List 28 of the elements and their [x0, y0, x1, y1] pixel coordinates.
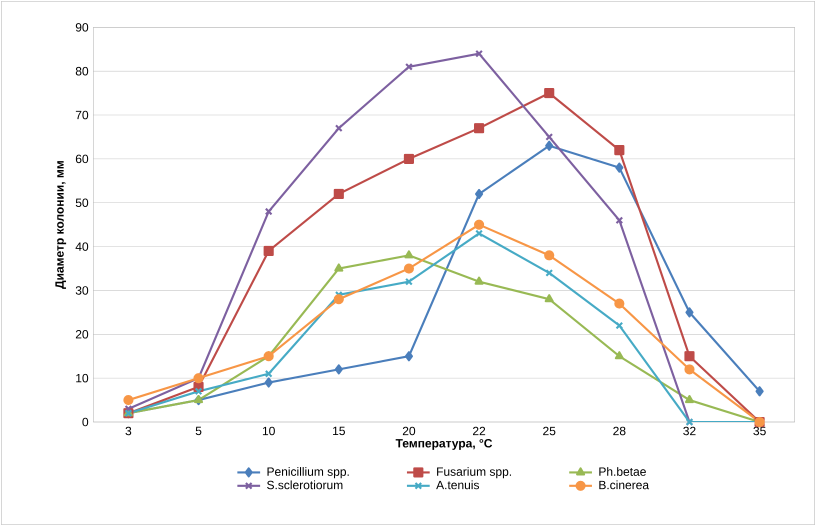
x-tick-label: 32 [683, 426, 696, 436]
x-tick-label: 5 [196, 426, 202, 436]
y-axis-title: Диаметр колонии, мм [55, 161, 66, 289]
legend-label: S.sclerotiorum [267, 480, 342, 490]
x-tick-label: 22 [473, 426, 486, 436]
y-tick-label: 90 [76, 23, 88, 32]
y-tick-label: 30 [76, 286, 88, 295]
y-tick-label: 20 [76, 330, 88, 339]
x-axis-title: Температура, °C [396, 439, 492, 450]
x-tick-label: 20 [402, 426, 416, 436]
legend-label: Ph.betae [599, 467, 646, 476]
y-tick-label: 70 [76, 110, 88, 120]
x-tick-label: 28 [613, 426, 626, 436]
x-tick-label: 3 [126, 426, 132, 436]
y-tick-label: 40 [76, 242, 88, 251]
legend-label: A.tenuis [436, 480, 480, 490]
x-tick-label: 15 [333, 426, 345, 436]
y-tick-label: 60 [76, 154, 88, 164]
legend-label: Fusarium spp. [437, 467, 512, 478]
y-tick-label: 50 [76, 198, 88, 207]
y-tick-label: 0 [82, 418, 88, 426]
legend-label: Penicillium spp. [267, 467, 349, 478]
x-tick-label: 35 [753, 426, 766, 436]
x-tick-label: 25 [543, 426, 556, 436]
x-tick-label: 10 [262, 426, 275, 436]
y-tick-label: 80 [76, 66, 88, 76]
y-tick-label: 10 [76, 374, 88, 382]
legend-label: B.cinerea [599, 480, 650, 490]
